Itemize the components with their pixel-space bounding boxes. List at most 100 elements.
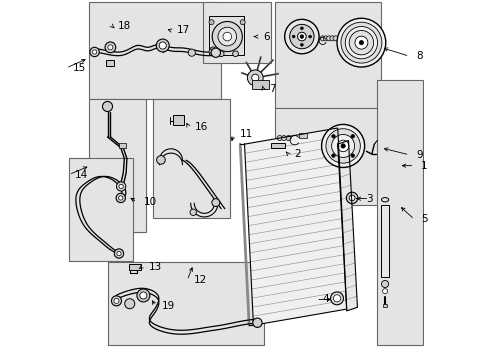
- Circle shape: [119, 184, 123, 189]
- Text: 9: 9: [415, 150, 422, 160]
- Circle shape: [211, 199, 219, 207]
- Circle shape: [114, 249, 123, 258]
- Text: 10: 10: [143, 197, 156, 207]
- Circle shape: [247, 70, 263, 86]
- Circle shape: [330, 292, 343, 305]
- Circle shape: [211, 48, 220, 57]
- Circle shape: [382, 289, 387, 294]
- Circle shape: [350, 154, 354, 157]
- Circle shape: [300, 35, 303, 39]
- Circle shape: [325, 129, 360, 163]
- Bar: [203, 3, 271, 63]
- Circle shape: [336, 18, 385, 67]
- Bar: [106, 60, 114, 66]
- Circle shape: [105, 42, 116, 53]
- Text: 1: 1: [420, 161, 427, 171]
- Circle shape: [218, 51, 224, 57]
- Bar: [209, 17, 244, 55]
- Circle shape: [140, 292, 147, 299]
- Circle shape: [281, 135, 286, 140]
- Circle shape: [354, 36, 367, 49]
- Bar: [119, 143, 126, 148]
- Circle shape: [329, 36, 334, 41]
- Circle shape: [381, 280, 388, 288]
- Circle shape: [346, 192, 357, 204]
- Circle shape: [331, 134, 354, 157]
- Circle shape: [137, 289, 149, 302]
- Text: 11: 11: [240, 129, 253, 139]
- Circle shape: [212, 22, 242, 51]
- Bar: [270, 143, 284, 148]
- Circle shape: [331, 154, 335, 157]
- Circle shape: [117, 251, 121, 256]
- Text: 13: 13: [148, 262, 162, 272]
- Circle shape: [116, 193, 125, 203]
- Bar: [173, 116, 184, 126]
- Circle shape: [114, 298, 119, 303]
- Circle shape: [326, 36, 331, 41]
- Bar: [88, 99, 145, 232]
- Bar: [274, 108, 380, 205]
- Bar: [298, 134, 306, 138]
- Text: 16: 16: [195, 122, 208, 132]
- Circle shape: [345, 27, 377, 59]
- Circle shape: [218, 27, 236, 46]
- Circle shape: [348, 195, 354, 201]
- Circle shape: [92, 50, 97, 54]
- Circle shape: [323, 36, 328, 41]
- Bar: [88, 3, 221, 99]
- Circle shape: [292, 35, 294, 38]
- Text: 2: 2: [294, 149, 301, 159]
- Circle shape: [111, 296, 121, 306]
- Text: 14: 14: [75, 170, 88, 180]
- Text: 5: 5: [420, 215, 427, 224]
- Circle shape: [297, 32, 305, 41]
- Text: 19: 19: [162, 301, 175, 311]
- Circle shape: [124, 299, 135, 309]
- Circle shape: [232, 51, 238, 57]
- Circle shape: [156, 39, 169, 52]
- Polygon shape: [337, 140, 357, 311]
- Circle shape: [208, 49, 214, 54]
- Circle shape: [289, 24, 313, 49]
- Bar: [382, 305, 386, 307]
- Circle shape: [90, 47, 99, 57]
- Text: 12: 12: [193, 275, 206, 285]
- Bar: [153, 99, 230, 218]
- Circle shape: [300, 43, 303, 46]
- Bar: [129, 264, 140, 270]
- Text: 18: 18: [118, 21, 131, 31]
- Text: 8: 8: [415, 51, 422, 61]
- Polygon shape: [244, 128, 346, 325]
- Circle shape: [340, 22, 381, 63]
- Circle shape: [331, 135, 335, 138]
- Circle shape: [188, 49, 195, 56]
- Circle shape: [209, 47, 216, 53]
- Bar: [69, 158, 133, 261]
- Circle shape: [277, 135, 282, 140]
- Circle shape: [333, 295, 340, 302]
- Circle shape: [208, 20, 214, 25]
- Text: 15: 15: [72, 63, 85, 73]
- Circle shape: [119, 196, 122, 200]
- Circle shape: [102, 102, 112, 112]
- Circle shape: [159, 42, 166, 49]
- Text: 3: 3: [365, 194, 371, 204]
- Circle shape: [223, 32, 231, 41]
- Circle shape: [108, 45, 113, 50]
- Circle shape: [340, 144, 345, 148]
- Circle shape: [240, 20, 244, 25]
- Text: 17: 17: [176, 25, 189, 35]
- Ellipse shape: [381, 198, 388, 202]
- Circle shape: [190, 209, 196, 216]
- Circle shape: [348, 31, 373, 55]
- Circle shape: [332, 36, 337, 41]
- Bar: [108, 262, 264, 345]
- Circle shape: [252, 318, 262, 327]
- Bar: [274, 3, 380, 108]
- Circle shape: [359, 41, 363, 45]
- Text: 7: 7: [269, 84, 276, 94]
- Circle shape: [337, 140, 348, 152]
- Circle shape: [321, 125, 364, 167]
- Bar: [376, 80, 422, 345]
